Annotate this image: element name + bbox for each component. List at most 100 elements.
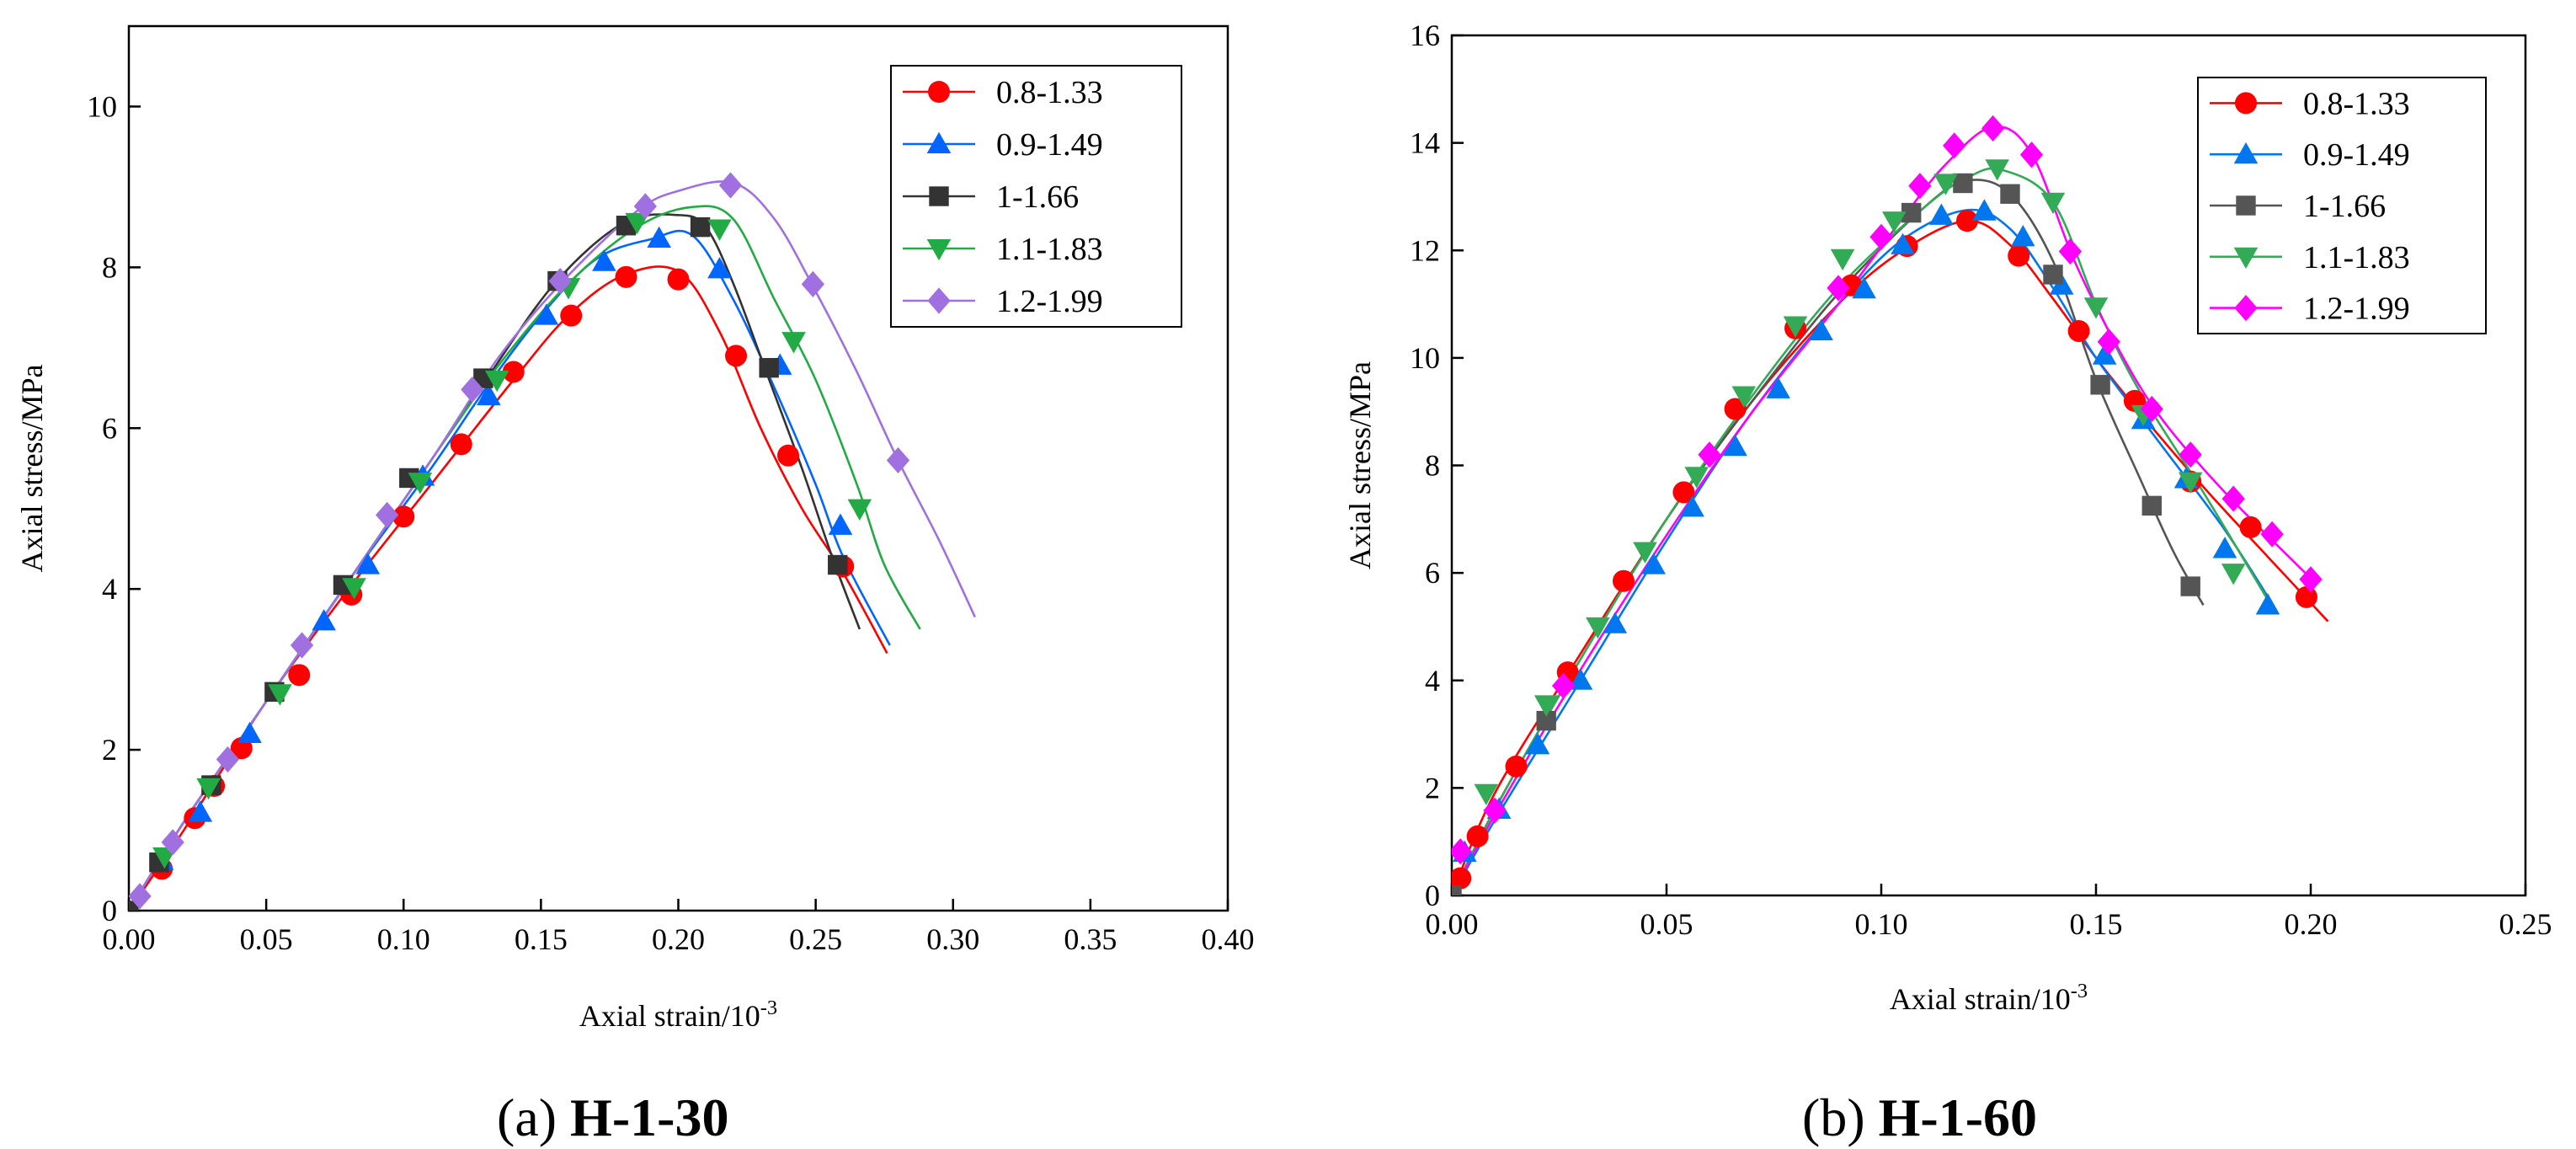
y-tick-label-a-0: 0 [102,894,117,927]
data-point-b-3-10 [1985,159,2009,181]
data-point-b-4-11 [2097,329,2120,355]
data-point-b-3-0 [1474,783,1499,806]
data-point-b-4-4 [1827,275,1850,302]
data-point-b-4-16 [2299,566,2323,593]
series-line-b-2 [1452,179,2205,895]
x-axis-label-exponent-a: -3 [760,997,777,1019]
data-point-b-3-7 [1830,249,1855,271]
data-point-a-0-10 [615,265,637,288]
data-point-b-2-0 [1452,885,1462,895]
data-point-b-0-10 [1956,210,1978,232]
data-point-a-0-6 [392,505,415,528]
legend-label-b-1: 0.9-1.49 [2303,137,2410,173]
legend-marker-a-1 [926,131,952,154]
data-point-a-3-8 [707,219,732,241]
y-tick-label-a-1: 2 [102,733,117,767]
data-point-b-0-5 [1672,481,1695,504]
data-point-b-0-2 [1505,755,1528,778]
legend-label-b-2: 1-1.66 [2303,189,2386,224]
caption-b-name: H-1-60 [1878,1088,2038,1147]
data-point-b-1-10 [1852,276,1876,299]
x-axis-label-b: Axial strain/10-3 [1890,980,2088,1016]
legend-label-a-1: 0.9-1.49 [996,127,1103,163]
x-tick-label-b-2: 0.10 [1855,907,1908,941]
data-point-b-2-1 [1536,710,1556,731]
data-point-a-1-9 [647,226,671,249]
data-point-a-4-3 [290,632,314,659]
data-point-b-3-9 [1933,174,1958,195]
data-point-a-4-6 [548,267,572,295]
legend-marker-b-4 [2234,295,2258,322]
data-point-b-0-6 [1724,398,1747,420]
data-point-b-3-8 [1882,211,1907,233]
data-point-a-0-12 [725,345,748,367]
x-axis-label-a: Axial strain/10-3 [579,997,777,1033]
caption-b: (b) H-1-60 [1802,1087,2037,1149]
data-point-a-4-1 [161,829,184,856]
y-tick-label-b-5: 10 [1410,341,1440,375]
data-point-b-0-1 [1466,825,1489,847]
y-tick-label-a-5: 10 [87,89,117,123]
data-point-b-3-4 [1684,467,1709,489]
x-tick-label-b-0: 0.00 [1426,907,1479,941]
x-tick-label-a-2: 0.10 [377,922,430,956]
data-point-b-3-3 [1633,542,1657,564]
data-point-b-4-10 [2058,238,2083,265]
data-point-a-0-7 [450,433,472,456]
caption-a: (a) H-1-30 [497,1087,728,1149]
data-point-a-4-10 [886,446,910,474]
series-line-b-1 [1452,208,2278,895]
data-point-b-1-6 [1680,494,1704,517]
y-tick-label-b-4: 8 [1425,449,1440,483]
data-point-a-0-11 [667,268,690,291]
data-point-b-2-5 [2043,265,2063,285]
data-point-a-3-9 [781,332,806,354]
data-point-a-4-4 [376,501,399,528]
data-point-b-1-16 [2092,343,2117,365]
data-point-a-3-5 [484,370,509,393]
data-point-b-1-12 [1929,203,1954,225]
legend-a: 0.8-1.33 0.9-1.49 1-1.66 1.1-1.83 1.2-1.99 [890,65,1182,328]
data-point-a-1-12 [828,513,853,535]
legend-marker-a-0 [928,81,950,103]
y-tick-label-a-2: 4 [102,572,117,606]
data-point-b-1-5 [1641,553,1666,574]
data-point-a-3-4 [408,473,433,494]
data-point-a-2-9 [690,216,711,238]
chart-panel-a: 0.00 0.05 0.10 0.15 0.20 0.25 0.30 0.35 0.40 0 2 4 6… [15,24,1255,1033]
data-point-a-0-4 [288,664,311,687]
legend-b: 0.8-1.33 0.9-1.49 1-1.66 1.1-1.83 1.2-1.99 [2197,77,2487,334]
series-line-b-0 [1452,219,2329,895]
x-tick-label-a-0: 0.00 [103,922,156,956]
data-point-b-3-5 [1731,386,1757,408]
x-tick-label-a-3: 0.15 [515,922,568,956]
data-point-a-4-9 [801,270,825,298]
data-point-b-4-7 [1943,132,1966,159]
data-point-a-4-5 [461,376,484,403]
series-line-a-3 [129,205,921,911]
data-point-a-1-3 [312,609,336,631]
data-point-b-4-15 [2260,521,2284,548]
data-point-a-1-4 [355,553,381,574]
data-point-a-1-2 [237,721,262,744]
data-point-b-4-13 [2179,441,2202,468]
caption-a-label: (a) [497,1088,557,1147]
data-point-b-4-14 [2221,485,2245,512]
data-point-b-4-12 [2140,395,2163,423]
x-axis-label-exponent-b: -3 [2071,980,2088,1002]
data-point-b-1-2 [1525,733,1550,755]
legend-label-a-3: 1.1-1.83 [996,232,1103,267]
x-tick-label-a-6: 0.30 [926,922,979,956]
legend-label-b-3: 1.1-1.83 [2303,240,2410,275]
data-point-b-4-3 [1698,441,1721,468]
data-point-b-4-9 [2019,142,2044,168]
data-point-b-1-11 [1891,232,1915,254]
data-point-b-1-19 [2212,537,2237,558]
x-tick-label-a-4: 0.20 [652,922,705,956]
y-tick-label-b-2: 4 [1425,664,1440,697]
y-tick-label-b-6: 12 [1410,233,1440,267]
caption-a-name: H-1-30 [570,1088,729,1147]
y-tick-label-a-3: 6 [102,411,117,445]
x-tick-label-b-1: 0.05 [1640,907,1693,941]
